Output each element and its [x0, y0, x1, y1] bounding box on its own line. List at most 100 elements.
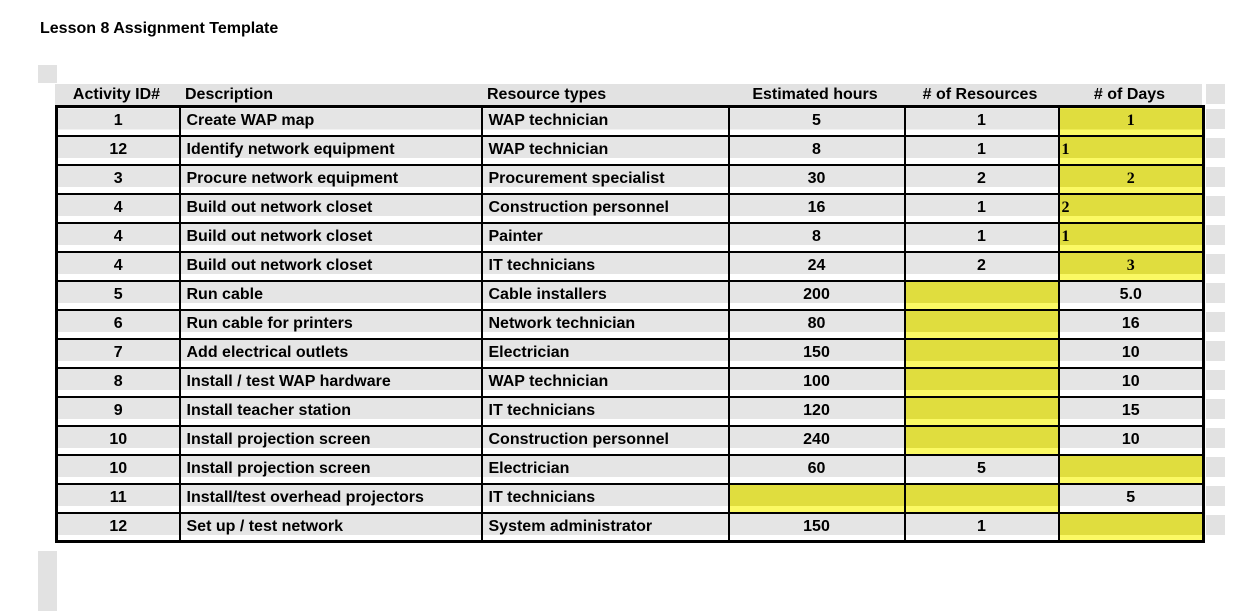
cell-num-days[interactable]: 15 — [1057, 395, 1205, 427]
cell-resource-type[interactable]: IT technicians — [480, 395, 730, 427]
cell-num-days[interactable]: 1 — [1057, 105, 1205, 137]
cell-num-days[interactable]: 1 — [1057, 134, 1205, 166]
column-header-resource-type: Resource types — [487, 86, 607, 103]
cell-num-resources[interactable] — [903, 279, 1060, 311]
cell-description[interactable]: Install projection screen — [178, 453, 483, 485]
cell-description[interactable]: Set up / test network — [178, 511, 483, 543]
cell-description[interactable]: Build out network closet — [178, 192, 483, 224]
table-row: 3 Procure network equipment Procurement sp… — [55, 163, 1205, 195]
cell-num-resources[interactable]: 1 — [903, 192, 1060, 224]
cell-estimated-hours[interactable]: 60 — [727, 453, 906, 485]
cell-resource-type[interactable]: System administrator — [480, 511, 730, 543]
cell-description[interactable]: Install / test WAP hardware — [178, 366, 483, 398]
cell-estimated-hours[interactable] — [727, 482, 906, 514]
cell-activity-id[interactable]: 5 — [55, 279, 181, 311]
cell-num-days[interactable]: 2 — [1057, 192, 1205, 224]
cell-activity-id[interactable]: 4 — [55, 250, 181, 282]
cell-description[interactable]: Install projection screen — [178, 424, 483, 456]
cell-num-resources[interactable]: 1 — [903, 105, 1060, 137]
shading-artifact-bottom-left — [38, 551, 57, 611]
cell-num-resources[interactable]: 1 — [903, 221, 1060, 253]
cell-description[interactable]: Run cable — [178, 279, 483, 311]
cell-activity-id[interactable]: 3 — [55, 163, 181, 195]
shading-artifact-header-right — [1206, 84, 1225, 104]
cell-estimated-hours[interactable]: 16 — [727, 192, 906, 224]
cell-description[interactable]: Run cable for printers — [178, 308, 483, 340]
cell-num-resources[interactable] — [903, 308, 1060, 340]
cell-estimated-hours[interactable]: 150 — [727, 511, 906, 543]
cell-num-days[interactable]: 1 — [1057, 221, 1205, 253]
cell-estimated-hours[interactable]: 24 — [727, 250, 906, 282]
cell-num-days[interactable]: 10 — [1057, 337, 1205, 369]
cell-description[interactable]: Create WAP map — [178, 105, 483, 137]
cell-resource-type[interactable]: Network technician — [480, 308, 730, 340]
cell-estimated-hours[interactable]: 80 — [727, 308, 906, 340]
cell-description[interactable]: Install/test overhead projectors — [178, 482, 483, 514]
cell-estimated-hours[interactable]: 30 — [727, 163, 906, 195]
cell-activity-id[interactable]: 4 — [55, 192, 181, 224]
cell-description[interactable]: Install teacher station — [178, 395, 483, 427]
cell-description[interactable]: Build out network closet — [178, 221, 483, 253]
cell-estimated-hours[interactable]: 200 — [727, 279, 906, 311]
cell-resource-type[interactable]: WAP technician — [480, 366, 730, 398]
cell-activity-id[interactable]: 12 — [55, 511, 181, 543]
cell-num-days[interactable]: 10 — [1057, 424, 1205, 456]
cell-resource-type[interactable]: IT technicians — [480, 482, 730, 514]
cell-num-resources[interactable] — [903, 337, 1060, 369]
cell-activity-id[interactable]: 1 — [55, 105, 181, 137]
cell-activity-id[interactable]: 4 — [55, 221, 181, 253]
cell-num-resources[interactable]: 1 — [903, 134, 1060, 166]
cell-description[interactable]: Identify network equipment — [178, 134, 483, 166]
cell-num-days[interactable] — [1057, 453, 1205, 485]
cell-num-resources[interactable]: 5 — [903, 453, 1060, 485]
cell-estimated-hours[interactable]: 150 — [727, 337, 906, 369]
cell-num-days[interactable] — [1057, 511, 1205, 543]
table-row: 7 Add electrical outlets Electrician 150 10 — [55, 337, 1205, 369]
cell-resource-type[interactable]: Construction personnel — [480, 424, 730, 456]
cell-resource-type[interactable]: WAP technician — [480, 134, 730, 166]
cell-num-days[interactable]: 5.0 — [1057, 279, 1205, 311]
cell-activity-id[interactable]: 10 — [55, 453, 181, 485]
cell-description[interactable]: Add electrical outlets — [178, 337, 483, 369]
cell-estimated-hours[interactable]: 5 — [727, 105, 906, 137]
cell-activity-id[interactable]: 7 — [55, 337, 181, 369]
cell-activity-id[interactable]: 12 — [55, 134, 181, 166]
cell-resource-type[interactable]: Procurement specialist — [480, 163, 730, 195]
cell-num-resources[interactable] — [903, 395, 1060, 427]
cell-estimated-hours[interactable]: 100 — [727, 366, 906, 398]
cell-num-days[interactable]: 5 — [1057, 482, 1205, 514]
cell-activity-id[interactable]: 9 — [55, 395, 181, 427]
cell-num-resources[interactable]: 2 — [903, 163, 1060, 195]
table-row: 10 Install projection screen Electrician 60… — [55, 453, 1205, 485]
cell-estimated-hours[interactable]: 240 — [727, 424, 906, 456]
assignment-table: 1 Create WAP map WAP technician 5 1 1 12 Identi… — [55, 105, 1205, 543]
column-header-description: Description — [185, 86, 274, 103]
cell-resource-type[interactable]: IT technicians — [480, 250, 730, 282]
cell-activity-id[interactable]: 8 — [55, 366, 181, 398]
cell-num-days[interactable]: 3 — [1057, 250, 1205, 282]
cell-resource-type[interactable]: Construction personnel — [480, 192, 730, 224]
cell-num-resources[interactable]: 2 — [903, 250, 1060, 282]
cell-num-days[interactable]: 16 — [1057, 308, 1205, 340]
cell-description[interactable]: Build out network closet — [178, 250, 483, 282]
cell-num-resources[interactable] — [903, 366, 1060, 398]
cell-estimated-hours[interactable]: 120 — [727, 395, 906, 427]
cell-resource-type[interactable]: Electrician — [480, 453, 730, 485]
cell-activity-id[interactable]: 10 — [55, 424, 181, 456]
cell-resource-type[interactable]: Painter — [480, 221, 730, 253]
cell-num-resources[interactable]: 1 — [903, 511, 1060, 543]
cell-estimated-hours[interactable]: 8 — [727, 221, 906, 253]
cell-activity-id[interactable]: 6 — [55, 308, 181, 340]
cell-resource-type[interactable]: Electrician — [480, 337, 730, 369]
cell-activity-id[interactable]: 11 — [55, 482, 181, 514]
cell-resource-type[interactable]: Cable installers — [480, 279, 730, 311]
cell-resource-type[interactable]: WAP technician — [480, 105, 730, 137]
cell-num-days[interactable]: 2 — [1057, 163, 1205, 195]
cell-num-days[interactable]: 10 — [1057, 366, 1205, 398]
cell-num-resources[interactable] — [903, 424, 1060, 456]
table-row: 12 Set up / test network System administra… — [55, 511, 1205, 543]
cell-description[interactable]: Procure network equipment — [178, 163, 483, 195]
cell-num-resources[interactable] — [903, 482, 1060, 514]
cell-estimated-hours[interactable]: 8 — [727, 134, 906, 166]
